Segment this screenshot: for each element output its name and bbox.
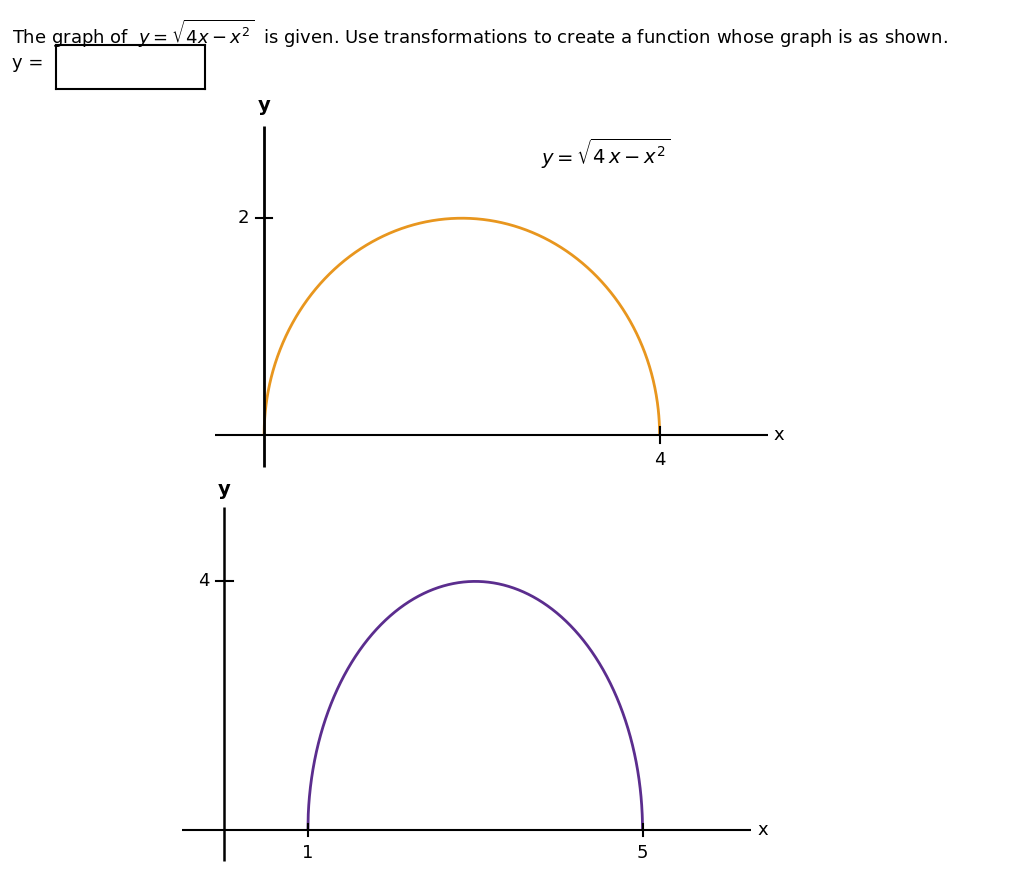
Text: The graph of  $y = \sqrt{4x - x^2}$  is given. Use transformations to create a f: The graph of $y = \sqrt{4x - x^2}$ is gi… [12,18,948,50]
Text: 4: 4 [654,451,666,469]
Text: x: x [773,426,784,444]
Text: 1: 1 [302,844,313,862]
Text: 5: 5 [637,844,648,862]
Text: y: y [258,97,270,115]
Text: x: x [758,821,769,839]
Text: 2: 2 [238,209,249,227]
Text: y =: y = [12,54,44,72]
Text: y: y [218,480,230,500]
Text: $y = \sqrt{4\,x - x^2}$: $y = \sqrt{4\,x - x^2}$ [541,137,670,171]
Text: 4: 4 [198,572,209,590]
